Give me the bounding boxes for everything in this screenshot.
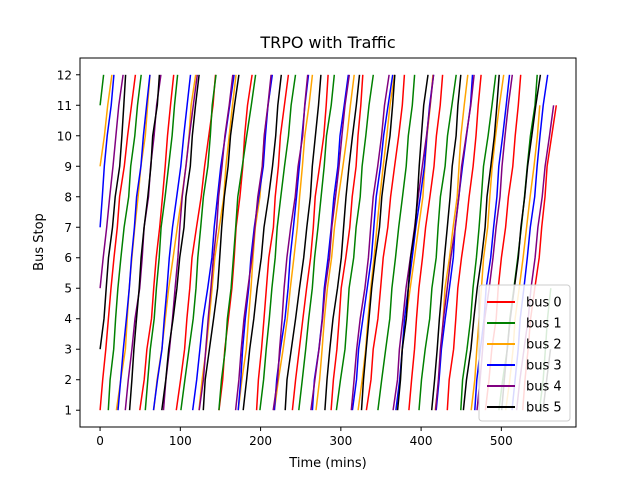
series-line-bus-4	[272, 74, 309, 411]
series-line-bus-5	[396, 74, 429, 411]
series-line-bus-5	[462, 74, 500, 411]
series-line-bus-2	[315, 74, 355, 411]
series-line-bus-4	[350, 74, 390, 411]
series-line-bus-5	[360, 74, 396, 411]
y-tick-label: 4	[64, 312, 72, 326]
series-line-bus-1	[144, 74, 179, 411]
series-line-bus-0	[255, 74, 290, 411]
series-line-bus-3	[237, 74, 274, 411]
series-line-bus-1	[218, 74, 257, 411]
series-line-bus-2	[273, 74, 314, 411]
series-line-bus-1	[99, 74, 105, 106]
series-line-bus-0	[446, 74, 482, 411]
series-line-bus-1	[107, 74, 142, 411]
legend: bus 0 bus 1 bus 2 bus 3 bus 4 bus 5	[478, 284, 571, 422]
y-tick-label: 11	[57, 99, 72, 113]
plot-area	[99, 74, 558, 411]
series-line-bus-0	[139, 74, 175, 411]
series-line-bus-5	[128, 74, 161, 411]
series-line-bus-0	[175, 74, 217, 411]
series-line-bus-3	[152, 74, 192, 411]
series-line-bus-5	[324, 74, 361, 411]
y-tick-label: 12	[57, 68, 72, 82]
legend-label: bus 0	[526, 296, 562, 311]
y-tick-label: 2	[64, 373, 72, 387]
series-line-bus-2	[470, 74, 505, 411]
axes-frame	[79, 57, 577, 428]
y-tick-label: 3	[64, 343, 72, 357]
series-line-bus-4	[198, 74, 234, 411]
series-line-bus-4	[310, 74, 351, 411]
series-line-bus-1	[259, 74, 297, 411]
series-line-bus-1	[335, 74, 375, 411]
series-line-bus-5	[430, 74, 462, 411]
legend-label: bus 2	[526, 338, 562, 353]
y-tick-label: 6	[64, 251, 72, 265]
series-line-bus-5	[99, 74, 127, 350]
series-line-bus-0	[99, 74, 137, 411]
series-line-bus-1	[298, 74, 336, 411]
series-line-bus-0	[408, 74, 444, 411]
series-line-bus-2	[99, 74, 113, 167]
x-tick-label: 300	[329, 434, 352, 448]
x-tick-label: 400	[410, 434, 433, 448]
series-line-bus-5	[202, 74, 240, 411]
x-tick-label: 200	[249, 434, 272, 448]
y-tick-label: 7	[64, 221, 72, 235]
series-line-bus-0	[291, 74, 329, 411]
series-line-bus-4	[234, 74, 272, 411]
x-tick-label: 0	[96, 434, 104, 448]
y-tick-label: 1	[64, 404, 72, 418]
series-line-bus-3	[351, 74, 394, 411]
y-axis-label: Bus Stop	[32, 213, 47, 271]
series-line-bus-5	[284, 74, 322, 411]
y-tick-label: 9	[64, 160, 72, 174]
x-tick-label: 500	[490, 434, 513, 448]
series-line-bus-5	[242, 74, 283, 411]
chart-title: TRPO with Traffic	[259, 33, 395, 52]
series-line-bus-4	[99, 74, 124, 289]
legend-label: bus 4	[526, 380, 562, 395]
series-line-bus-1	[460, 74, 497, 411]
series-line-bus-1	[180, 74, 217, 411]
x-axis-label: Time (mins)	[288, 456, 366, 471]
x-tick-label: 100	[169, 434, 192, 448]
series-line-bus-3	[99, 74, 115, 228]
legend-label: bus 3	[526, 359, 562, 374]
y-tick-label: 10	[57, 129, 72, 143]
series-line-bus-1	[418, 74, 457, 411]
series-line-bus-5	[161, 74, 200, 411]
legend-label: bus 1	[526, 317, 562, 332]
y-tick-label: 5	[64, 282, 72, 296]
y-tick-label: 8	[64, 190, 72, 204]
series-line-bus-1	[377, 74, 416, 411]
series-line-bus-0	[365, 74, 406, 411]
series-line-bus-0	[330, 74, 364, 411]
series-line-bus-4	[434, 74, 475, 411]
series-line-bus-3	[117, 74, 151, 411]
legend-label: bus 5	[526, 401, 562, 416]
x-axis: 0 100 200 300 400 500	[96, 427, 513, 448]
